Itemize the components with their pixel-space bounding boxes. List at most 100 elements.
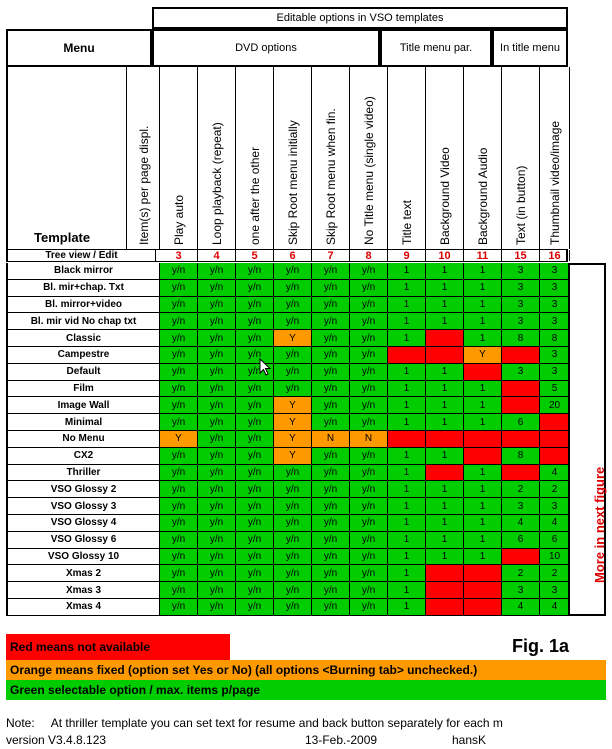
column-number: 6 bbox=[274, 250, 312, 262]
column-header-6: No Title menu (single video) bbox=[350, 67, 388, 249]
footer-version: version V3.4.8.123 bbox=[6, 733, 107, 747]
dvd-options-header: DVD options bbox=[152, 29, 380, 67]
option-cell: y/n bbox=[236, 447, 274, 465]
option-cell: Y bbox=[274, 447, 312, 465]
table-row: Xmas 3 y/n y/n y/n y/n y/n y/n 1 3 3 bbox=[8, 582, 570, 599]
option-cell: y/n bbox=[160, 447, 198, 465]
option-cell: y/n bbox=[198, 548, 236, 566]
column-header-label: Title text bbox=[400, 200, 414, 245]
template-name: Bl. mir+chap. Txt bbox=[8, 279, 160, 297]
column-number: 10 bbox=[426, 250, 464, 262]
template-name: Thriller bbox=[8, 464, 160, 482]
option-cell: 1 bbox=[426, 515, 464, 532]
option-cell: 3 bbox=[502, 313, 540, 331]
option-cell: 1 bbox=[426, 414, 464, 431]
template-name: VSO Glossy 3 bbox=[8, 498, 160, 515]
option-cell: y/n bbox=[198, 414, 236, 431]
option-cell: 3 bbox=[540, 296, 570, 314]
option-cell: y/n bbox=[350, 414, 388, 431]
option-cell: y/n bbox=[274, 548, 312, 566]
option-cell: y/n bbox=[160, 481, 198, 499]
footer-date: 13-Feb.-2009 bbox=[305, 733, 378, 747]
option-cell: Y bbox=[274, 397, 312, 415]
option-cell bbox=[388, 431, 426, 448]
option-cell: y/n bbox=[198, 347, 236, 364]
option-cell: y/n bbox=[274, 313, 312, 331]
table-row: VSO Glossy 2 y/n y/n y/n y/n y/n y/n 1 1 1 2 2 bbox=[8, 481, 570, 499]
option-cell: 8 bbox=[502, 447, 540, 465]
option-cell: y/n bbox=[236, 263, 274, 280]
option-cell: y/n bbox=[198, 515, 236, 532]
option-cell bbox=[502, 431, 540, 448]
option-cell: y/n bbox=[312, 515, 350, 532]
table-row: Bl. mirror+video y/n y/n y/n y/n y/n y/n 1 1 1 3 3 bbox=[8, 296, 570, 314]
option-cell: y/n bbox=[198, 380, 236, 398]
table-row: Film y/n y/n y/n y/n y/n y/n 1 1 1 5 bbox=[8, 380, 570, 398]
template-name: Default bbox=[8, 363, 160, 381]
option-cell: y/n bbox=[236, 515, 274, 532]
column-header-label: Loop playback (repeat) bbox=[210, 122, 224, 245]
dvd-options-text: DVD options bbox=[235, 42, 297, 54]
option-cell: y/n bbox=[350, 380, 388, 398]
option-cell: Y bbox=[464, 347, 502, 364]
mouse-cursor-icon bbox=[259, 358, 271, 376]
tree-view-row: Tree view / Edit 3 4 5 6 7 8 9 10 11 15 16 bbox=[6, 249, 570, 262]
option-cell: 2 bbox=[502, 481, 540, 499]
option-cell: 1 bbox=[388, 498, 426, 515]
column-header-label: Skip Root menu when fin. bbox=[324, 108, 338, 245]
option-cell: y/n bbox=[350, 330, 388, 347]
option-cell bbox=[464, 447, 502, 465]
option-cell: 1 bbox=[388, 363, 426, 381]
legend-orange-text: Orange means fixed (option set Yes or No… bbox=[10, 663, 478, 677]
option-cell: 1 bbox=[388, 414, 426, 431]
column-header-label: No Title menu (single video) bbox=[362, 96, 376, 245]
template-name: VSO Glossy 6 bbox=[8, 531, 160, 549]
option-cell: 3 bbox=[540, 279, 570, 297]
column-header-9: Background Audio bbox=[464, 67, 502, 249]
option-cell: y/n bbox=[274, 531, 312, 549]
option-cell: y/n bbox=[274, 515, 312, 532]
table-row: VSO Glossy 10 y/n y/n y/n y/n y/n y/n 1 1 1 10 bbox=[8, 548, 570, 566]
option-cell: 3 bbox=[540, 347, 570, 364]
option-cell: 1 bbox=[388, 296, 426, 314]
option-cell: y/n bbox=[350, 279, 388, 297]
option-cell: y/n bbox=[312, 582, 350, 599]
option-cell: y/n bbox=[160, 565, 198, 583]
option-cell: y/n bbox=[160, 279, 198, 297]
option-cell: y/n bbox=[350, 582, 388, 599]
column-header-4: Skip Root menu initially bbox=[274, 67, 312, 249]
column-header-1: Play auto bbox=[160, 67, 198, 249]
option-cell: y/n bbox=[198, 431, 236, 448]
option-cell: y/n bbox=[160, 330, 198, 347]
menu-header-text: Menu bbox=[63, 41, 95, 55]
option-cell: y/n bbox=[198, 599, 236, 616]
option-cell: y/n bbox=[274, 599, 312, 616]
option-cell bbox=[426, 565, 464, 583]
legend-green-text: Green selectable option / max. items p/p… bbox=[10, 683, 261, 697]
option-cell: y/n bbox=[198, 498, 236, 515]
option-cell: y/n bbox=[350, 313, 388, 331]
option-cell: y/n bbox=[312, 347, 350, 364]
column-header-8: Background Video bbox=[426, 67, 464, 249]
option-cell: 1 bbox=[388, 397, 426, 415]
column-number: 11 bbox=[464, 250, 502, 262]
editable-options-title: Editable options in VSO templates bbox=[152, 7, 568, 29]
table-row: Campestre y/n y/n y/n y/n y/n y/n Y 3 bbox=[8, 347, 570, 364]
template-name: No Menu bbox=[8, 431, 160, 448]
option-cell: 1 bbox=[464, 330, 502, 347]
option-cell: 3 bbox=[502, 363, 540, 381]
option-cell: y/n bbox=[312, 363, 350, 381]
option-cell: 1 bbox=[426, 363, 464, 381]
option-cell: y/n bbox=[198, 582, 236, 599]
option-cell: 10 bbox=[540, 548, 570, 566]
option-cell: y/n bbox=[236, 279, 274, 297]
title-menu-par-text: Title menu par. bbox=[399, 42, 473, 54]
template-name: VSO Glossy 4 bbox=[8, 515, 160, 532]
option-cell: y/n bbox=[236, 481, 274, 499]
option-cell: y/n bbox=[236, 599, 274, 616]
option-cell: 1 bbox=[388, 548, 426, 566]
option-cell bbox=[540, 431, 570, 448]
option-cell: y/n bbox=[274, 498, 312, 515]
template-name: Minimal bbox=[8, 414, 160, 431]
